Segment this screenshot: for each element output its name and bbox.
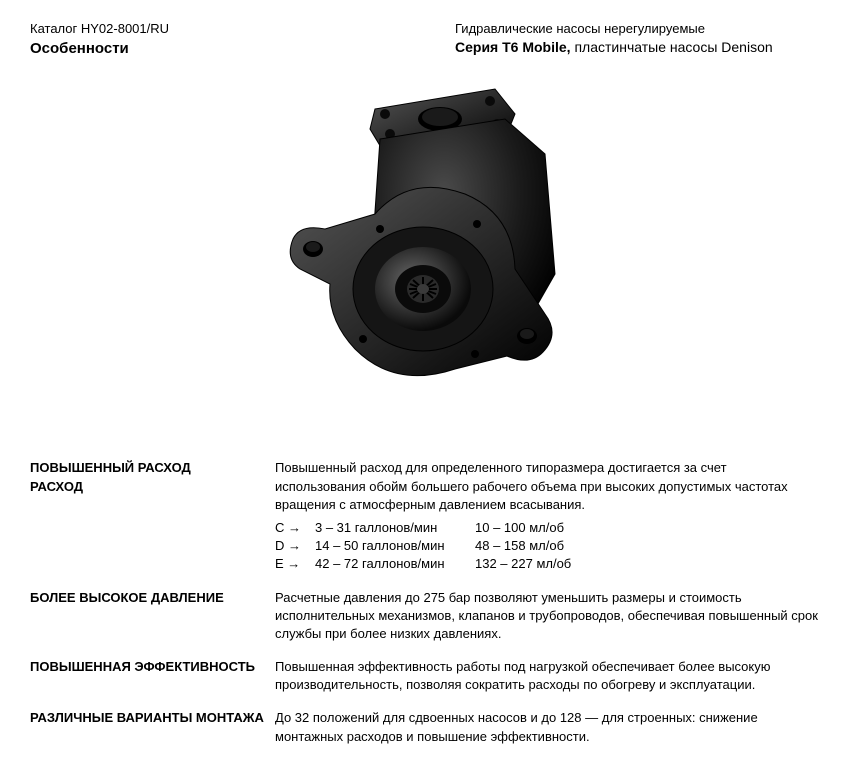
spec-letter: E → bbox=[275, 555, 315, 573]
feature-pressure-label: БОЛЕЕ ВЫСОКОЕ ДАВЛЕНИЕ bbox=[30, 589, 275, 644]
spec-letter: C → bbox=[275, 519, 315, 537]
catalog-reference: Каталог HY02-8001/RU bbox=[30, 20, 395, 38]
feature-flow-label-line1: ПОВЫШЕННЫЙ РАСХОД bbox=[30, 459, 265, 477]
section-title: Особенности bbox=[30, 38, 395, 59]
spec-flow: 14 – 50 галлонов/мин bbox=[315, 537, 475, 555]
feature-efficiency-content: Повышенная эффективность работы под нагр… bbox=[275, 658, 820, 694]
series-line: Серия T6 Mobile, пластинчатые насосы Den… bbox=[455, 38, 820, 58]
doc-category: Гидравлические насосы нерегулируемые bbox=[455, 20, 820, 38]
spec-row: C → 3 – 31 галлонов/мин 10 – 100 мл/об bbox=[275, 519, 820, 537]
feature-pressure: БОЛЕЕ ВЫСОКОЕ ДАВЛЕНИЕ Расчетные давлени… bbox=[30, 589, 820, 644]
spec-flow: 42 – 72 галлонов/мин bbox=[315, 555, 475, 573]
flow-spec-table: C → 3 – 31 галлонов/мин 10 – 100 мл/об D… bbox=[275, 519, 820, 574]
series-name: Серия T6 Mobile, bbox=[455, 39, 571, 55]
feature-mounting: РАЗЛИЧНЫЕ ВАРИАНТЫ МОНТАЖА До 32 положен… bbox=[30, 709, 820, 745]
spec-flow: 3 – 31 галлонов/мин bbox=[315, 519, 475, 537]
feature-mounting-content: До 32 положений для сдвоенных насосов и … bbox=[275, 709, 820, 745]
pump-image-container bbox=[30, 84, 820, 429]
series-suffix: пластинчатые насосы Denison bbox=[571, 39, 773, 55]
spec-row: E → 42 – 72 галлонов/мин 132 – 227 мл/об bbox=[275, 555, 820, 573]
spec-displacement: 132 – 227 мл/об bbox=[475, 555, 615, 573]
header-right: Гидравлические насосы нерегулируемые Сер… bbox=[395, 20, 820, 59]
feature-flow: ПОВЫШЕННЫЙ РАСХОД РАСХОД Повышенный расх… bbox=[30, 459, 820, 573]
spec-displacement: 10 – 100 мл/об bbox=[475, 519, 615, 537]
feature-pressure-content: Расчетные давления до 275 бар позволяют … bbox=[275, 589, 820, 644]
feature-flow-label-line2: РАСХОД bbox=[30, 478, 265, 496]
spec-displacement: 48 – 158 мл/об bbox=[475, 537, 615, 555]
feature-flow-label: ПОВЫШЕННЫЙ РАСХОД РАСХОД bbox=[30, 459, 275, 573]
spec-row: D → 14 – 50 галлонов/мин 48 – 158 мл/об bbox=[275, 537, 820, 555]
feature-flow-description: Повышенный расход для определенного типо… bbox=[275, 459, 820, 514]
feature-efficiency-label: ПОВЫШЕННАЯ ЭФФЕКТИВНОСТЬ bbox=[30, 658, 275, 694]
feature-flow-content: Повышенный расход для определенного типо… bbox=[275, 459, 820, 573]
feature-mounting-label: РАЗЛИЧНЫЕ ВАРИАНТЫ МОНТАЖА bbox=[30, 709, 275, 745]
document-header: Каталог HY02-8001/RU Особенности Гидравл… bbox=[30, 20, 820, 59]
header-left: Каталог HY02-8001/RU Особенности bbox=[30, 20, 395, 59]
spec-letter: D → bbox=[275, 537, 315, 555]
pump-illustration bbox=[245, 84, 605, 424]
feature-efficiency: ПОВЫШЕННАЯ ЭФФЕКТИВНОСТЬ Повышенная эффе… bbox=[30, 658, 820, 694]
